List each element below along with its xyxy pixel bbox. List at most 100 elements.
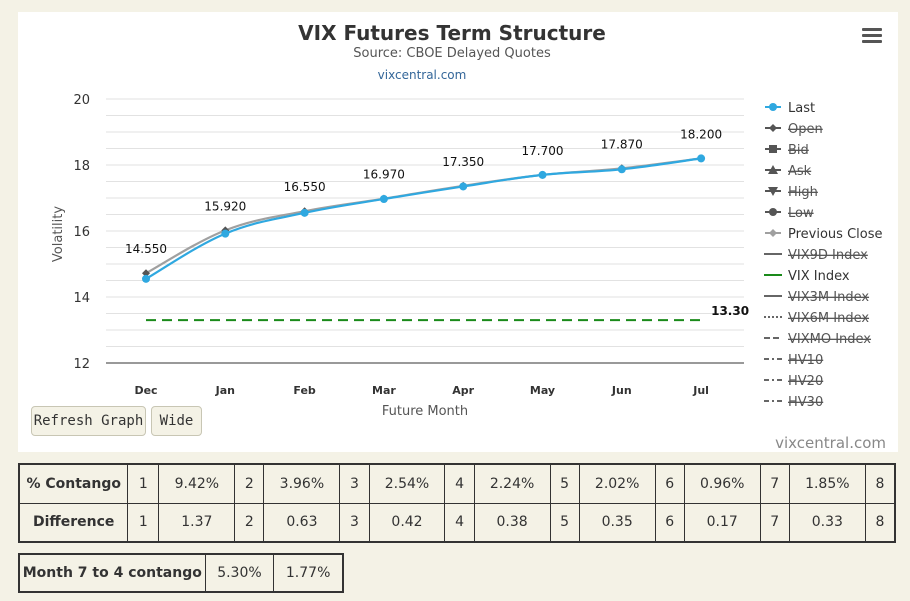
month-number: 4 [444,463,475,504]
row-label: % Contango [18,463,129,504]
month7to4-table: Month 7 to 4 contango 5.30% 1.77% [18,553,344,593]
month-number: 4 [444,502,475,543]
month-number: 7 [759,502,790,543]
y-tick-label: 16 [73,225,90,240]
legend-label[interactable]: Last [788,101,815,116]
contango-value: 0.33 [788,502,866,543]
refresh-graph-button[interactable]: Refresh Graph [31,406,146,436]
legend-item[interactable]: Low [765,206,814,221]
contango-value: 0.35 [578,502,656,543]
last-point[interactable] [538,170,547,179]
term-structure-chart: VIX Futures Term Structure Source: CBOE … [51,21,886,452]
series-line-0 [145,157,702,280]
data-label: 16.550 [284,180,326,194]
chart-credit[interactable]: vixcentral.com [775,434,886,452]
legend-label[interactable]: HV30 [788,395,823,410]
last-point[interactable] [142,274,150,283]
last-point[interactable] [617,165,626,174]
contango-value: 0.63 [263,502,341,543]
chart-subtitle: Source: CBOE Delayed Quotes [353,46,551,61]
hamburger-menu-icon[interactable] [862,28,882,44]
contango-value: 1.37 [158,502,236,543]
month-number: 1 [127,502,160,543]
month-number: 6 [654,502,685,543]
data-label: 17.350 [442,155,484,169]
legend-item[interactable]: HV20 [764,374,823,389]
legend-item[interactable]: Open [765,122,823,137]
month-number: 7 [759,463,790,504]
previous-close-point[interactable] [142,269,150,278]
contango-value: 2.24% [473,463,551,504]
x-tick-label: Apr [452,384,474,397]
month-number: 1 [127,463,160,504]
last-point[interactable] [459,182,468,191]
last-point[interactable] [300,208,309,217]
legend-label[interactable]: Bid [788,143,809,158]
legend-label[interactable]: HV20 [788,374,823,389]
vix-index-label: 13.30 [711,304,749,318]
legend-label[interactable]: Low [788,206,814,221]
legend-item[interactable]: HV30 [764,395,823,410]
legend-item[interactable]: Last [765,101,815,116]
data-labels: 14.550 15.920 16.550 16.970 17.350 17.700 17.8… [125,127,722,256]
data-label: 15.920 [204,199,246,213]
legend-item[interactable]: VIXMO Index [764,332,871,347]
legend-label[interactable]: VIX3M Index [788,290,869,305]
month7to4-value: 5.30% [204,553,275,593]
legend-item[interactable]: Ask [765,164,812,179]
month-number: 6 [654,463,685,504]
contango-row: Difference 1 1.37 2 0.63 3 0.42 4 0.38 5 0.35 6 0.17… [18,502,896,543]
last-point[interactable] [379,194,388,203]
legend-label[interactable]: VIX6M Index [788,311,869,326]
last-point[interactable] [697,154,706,163]
month-number: 8 [864,502,896,543]
contango-value: 1.85% [788,463,866,504]
data-label: 14.550 [125,242,167,256]
y-axis-title: Volatility [51,206,66,262]
legend-item[interactable]: VIX Index [764,269,850,284]
last-point[interactable] [221,229,230,238]
x-tick-label: Dec [134,384,157,397]
month-number: 5 [549,463,580,504]
month7to4-value: 1.77% [273,553,344,593]
legend-item[interactable]: High [765,185,818,200]
source-link[interactable]: vixcentral.com [378,68,467,82]
legend-label[interactable]: VIX9D Index [788,248,868,263]
x-axis-title: Future Month [382,404,468,419]
legend-item[interactable]: VIX9D Index [764,248,868,263]
y-tick-label: 12 [73,357,90,372]
month-number: 3 [339,463,370,504]
contango-value: 3.96% [263,463,341,504]
legend-label[interactable]: Ask [788,164,812,179]
legend-label[interactable]: Previous Close [788,227,883,242]
contango-row: % Contango 1 9.42% 2 3.96% 3 2.54% 4 2.24% 5 2.02%… [18,463,896,504]
row-label: Difference [18,502,129,543]
legend-item[interactable]: VIX6M Index [764,311,869,326]
x-tick-label: Jun [611,384,632,397]
data-label: 18.200 [680,127,722,141]
legend-label[interactable]: Open [788,122,823,137]
wide-button[interactable]: Wide [151,406,202,436]
legend-item[interactable]: Previous Close [765,227,883,242]
month-number: 8 [864,463,896,504]
legend-item[interactable]: HV10 [764,353,823,368]
month-number: 3 [339,502,370,543]
data-label: 16.970 [363,168,405,182]
x-tick-label: Mar [372,384,396,397]
legend-label[interactable]: HV10 [788,353,823,368]
series-line-1 [145,157,702,275]
contango-value: 0.38 [473,502,551,543]
x-tick-label: Feb [293,384,316,397]
legend-label[interactable]: VIXMO Index [788,332,871,347]
contango-value: 2.02% [578,463,656,504]
y-axis-ticks: 12 14 16 18 20 [73,93,90,372]
x-tick-label: May [530,384,555,397]
month7to4-label: Month 7 to 4 contango [18,553,206,593]
legend-label[interactable]: VIX Index [788,269,850,284]
legend-item[interactable]: VIX3M Index [764,290,869,305]
legend-item[interactable]: Bid [765,143,809,158]
legend-label[interactable]: High [788,185,818,200]
month-number: 2 [234,502,265,543]
chart-panel: VIX Futures Term Structure Source: CBOE … [18,12,898,452]
data-label: 17.700 [522,144,564,158]
